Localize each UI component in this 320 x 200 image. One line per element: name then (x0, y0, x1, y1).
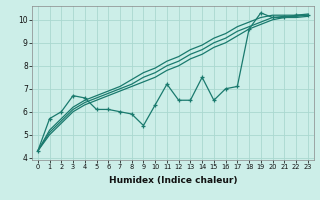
X-axis label: Humidex (Indice chaleur): Humidex (Indice chaleur) (108, 176, 237, 185)
